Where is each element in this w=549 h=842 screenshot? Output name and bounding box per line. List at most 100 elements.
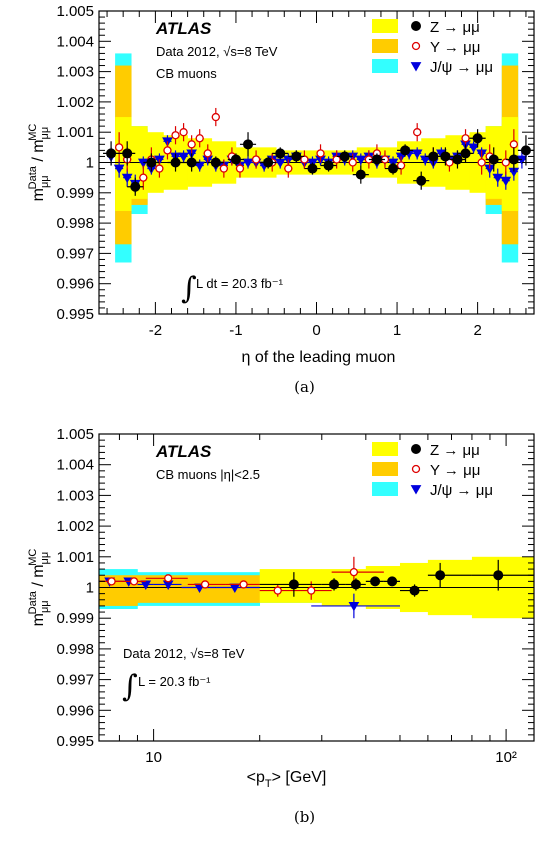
- legend-marker: [411, 41, 421, 51]
- atlas-label: ATLAS: [155, 19, 212, 38]
- info-line: Data 2012, √s=8 TeV: [156, 44, 278, 59]
- data-point: [413, 128, 422, 137]
- panel-b: 0.995 0.996 0.997 0.998 0.999 1 1.001 1.002 1.00…: [56, 426, 535, 826]
- y-tick-label: 1.004: [56, 457, 94, 474]
- data-point: [210, 157, 221, 168]
- y-tick-label: 0.995: [56, 733, 94, 750]
- data-point: [288, 579, 299, 590]
- data-point: [187, 140, 196, 149]
- panel-a: 0.995 0.996 0.997 0.998 0.999 1 1.001 1.002 1.00…: [56, 3, 535, 396]
- data-point: [171, 131, 180, 140]
- data-point: [307, 586, 316, 595]
- data-point: [428, 151, 439, 162]
- data-point: [348, 158, 357, 167]
- y-tick-label: 1: [86, 580, 94, 597]
- x-tick-label: -2: [149, 322, 162, 339]
- data-point: [211, 112, 220, 122]
- y-tick-label: 0.996: [56, 276, 94, 293]
- data-point: [243, 139, 254, 150]
- data-point: [195, 134, 204, 143]
- data-point: [139, 173, 148, 182]
- data-point: [350, 579, 361, 590]
- data-point: [440, 151, 451, 162]
- data-point: [460, 148, 471, 159]
- y-tick-label: 0.997: [56, 245, 94, 262]
- data-point: [273, 586, 282, 595]
- legend-marker: [411, 21, 421, 31]
- data-point: [492, 173, 504, 184]
- data-point: [170, 157, 181, 168]
- data-point: [130, 181, 141, 192]
- data-point: [508, 154, 519, 165]
- atlas-label: ATLAS: [155, 442, 212, 461]
- x-tick-label: 10: [145, 749, 162, 766]
- data-point: [163, 146, 172, 155]
- data-point: [400, 145, 411, 156]
- legend-label: J/ψ → μμ: [430, 59, 493, 76]
- data-point: [146, 157, 157, 168]
- panel-caption: (a): [294, 378, 315, 396]
- y-ticks: [99, 10, 534, 315]
- legend-swatch: [372, 442, 398, 456]
- legend-label: Z → μμ: [430, 19, 480, 36]
- legend: Z → μμ Υ → μμ J/ψ → μμ: [372, 19, 493, 76]
- legend-marker: [411, 444, 421, 454]
- data-point: [509, 140, 519, 149]
- lumi-label: L dt = 20.3 fb⁻¹: [196, 276, 284, 291]
- integral-sign: ∫: [122, 669, 138, 704]
- y-tick-label: 1.001: [56, 124, 94, 141]
- legend-swatch: [372, 482, 398, 496]
- data-point: [371, 154, 382, 165]
- band-bin: [115, 117, 132, 211]
- data-point: [164, 574, 173, 583]
- y-tick-label: 1: [86, 155, 94, 172]
- data-point: [291, 151, 302, 162]
- data-point: [477, 158, 486, 167]
- legend-label: Υ → μμ: [430, 39, 480, 56]
- data-point: [251, 155, 261, 164]
- data-point: [114, 143, 124, 152]
- data-point: [235, 164, 245, 173]
- data-point: [107, 577, 116, 586]
- data-point: [409, 585, 420, 596]
- y-tick-label: 0.998: [56, 215, 94, 232]
- data-point: [388, 163, 399, 174]
- info-line: CB muons: [156, 66, 217, 81]
- integral-sign: ∫: [181, 271, 197, 306]
- series-2: [259, 559, 534, 597]
- y-tick-label: 0.999: [56, 610, 94, 627]
- y-tick-label: 0.999: [56, 185, 94, 202]
- legend-marker: [410, 485, 422, 495]
- data-point: [307, 163, 318, 174]
- series-1: [99, 556, 384, 600]
- data-point: [242, 158, 254, 169]
- data-point: [355, 155, 367, 165]
- data-point: [461, 134, 470, 143]
- legend-swatch: [372, 462, 398, 476]
- data-point: [275, 148, 286, 159]
- data-point: [488, 154, 499, 165]
- y-tick-label: 1.001: [56, 549, 94, 566]
- series-2: [103, 129, 534, 196]
- y-tick-label: 1.002: [56, 94, 94, 111]
- x-axis-title: η of the leading muon: [242, 349, 396, 366]
- legend-swatch: [372, 59, 398, 73]
- legend-swatch: [372, 39, 398, 53]
- data-point: [452, 154, 463, 165]
- info-line: CB muons |η|<2.5: [156, 467, 260, 482]
- data-point: [284, 164, 293, 173]
- x-ticks: [106, 11, 527, 314]
- y-ticks: [99, 433, 534, 742]
- x-tick-label: 2: [473, 322, 481, 339]
- x-tick-label: 10²: [495, 749, 517, 766]
- x-tick-label: 1: [393, 322, 401, 339]
- data-point: [468, 143, 479, 153]
- lumi-label: L = 20.3 fb⁻¹: [138, 674, 211, 689]
- plot-area-a: [99, 53, 534, 263]
- data-point: [416, 175, 427, 186]
- legend: Z → μμ Υ → μμ J/ψ → μμ: [372, 442, 493, 499]
- data-label: Data 2012, √s=8 TeV: [123, 646, 245, 661]
- y-tick-label: 1.003: [56, 64, 94, 81]
- data-point: [355, 169, 366, 180]
